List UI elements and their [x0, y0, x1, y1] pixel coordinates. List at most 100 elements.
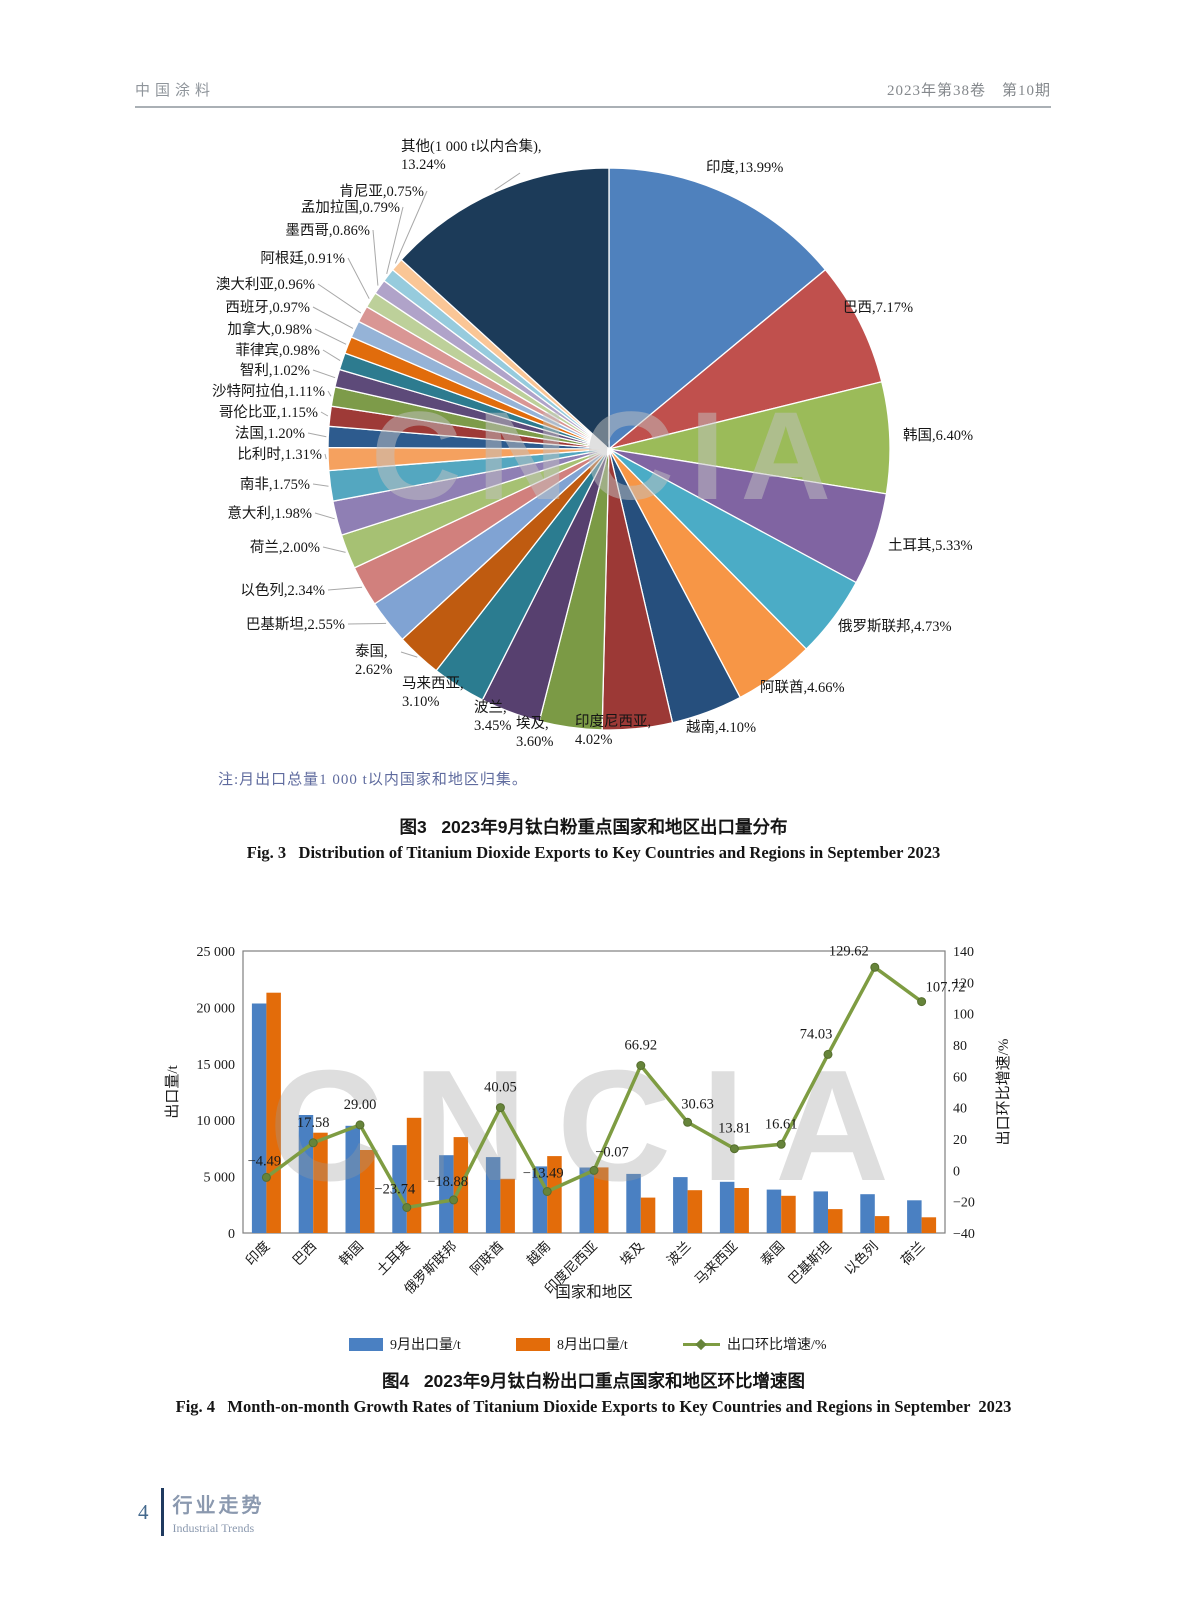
line-value-label: 17.58: [297, 1115, 330, 1131]
watermark-text: CNCIA: [371, 387, 847, 526]
footer-section-en: Industrial Trends: [172, 1520, 255, 1535]
line-marker-13: [870, 962, 880, 972]
legend-label-august: 8月出口量/t: [557, 1337, 628, 1353]
line-value-label: 129.62: [829, 943, 869, 959]
bar-september-4: [439, 1155, 454, 1233]
x-axis-label-13: 以色列: [841, 1238, 881, 1278]
pie-label: 埃及, 3.60%: [516, 715, 553, 750]
pie-label: 印度尼西亚, 4.02%: [575, 713, 651, 748]
y-axis-right-tick: 120: [953, 976, 974, 991]
line-marker-5: [495, 1103, 505, 1113]
pie-leader-lines: [307, 172, 521, 658]
line-marker-9: [683, 1117, 693, 1127]
journal-name: 中国涂料: [135, 83, 216, 99]
x-axis-label-0: 印度: [243, 1239, 273, 1269]
legend-swatch-august: [516, 1338, 550, 1351]
line-marker-2: [355, 1120, 365, 1130]
y-axis-right-tick: −20: [953, 1196, 975, 1211]
pie-label: 土耳其,5.33%: [888, 537, 973, 554]
x-axis-label-8: 埃及: [617, 1238, 647, 1268]
line-value-label: −18.88: [427, 1174, 468, 1190]
line-value-label: −0.07: [595, 1144, 629, 1160]
pie-label: 韩国,6.40%: [903, 427, 973, 444]
bar-august-5: [500, 1178, 515, 1233]
bar-september-3: [392, 1145, 407, 1233]
pie-label: 智利,1.02%: [240, 362, 310, 379]
legend-label-growth: 出口环比增速/%: [727, 1337, 827, 1353]
pie-label: 巴西,7.17%: [843, 300, 913, 316]
watermark-text: CNCIA: [269, 1038, 919, 1214]
fig3-caption-cn: 图3 2023年9月钛白粉重点国家和地区出口量分布: [399, 817, 788, 837]
line-value-label: 74.03: [800, 1026, 833, 1042]
line-marker-0: [261, 1172, 271, 1182]
bar-august-12: [828, 1209, 843, 1233]
y-axis-right-tick: 20: [953, 1133, 967, 1148]
pie-label: 澳大利亚,0.96%: [216, 276, 315, 293]
x-axis-label-9: 波兰: [664, 1239, 694, 1269]
bar-september-5: [485, 1157, 501, 1233]
line-marker-10: [729, 1144, 739, 1154]
pie-label: 南非,1.75%: [240, 476, 310, 493]
y-axis-left-tick: 20 000: [197, 1001, 236, 1016]
line-value-labels: −4.49 17.58 29.00 −23.74 −18.88 40.05 −13.49 −0…: [248, 943, 966, 1197]
y-axis-right-tick: 80: [953, 1039, 967, 1054]
y-axis-left-title: 出口量/t: [164, 1065, 181, 1119]
bars: [251, 992, 937, 1233]
line-value-label: −4.49: [248, 1153, 282, 1169]
y-axis-right-tick: 140: [953, 945, 974, 960]
bar-august-2: [360, 1150, 375, 1233]
pie-label: 墨西哥,0.86%: [285, 223, 370, 239]
bar-august-13: [874, 1216, 890, 1233]
bar-august-10: [734, 1188, 749, 1233]
bar-september-10: [719, 1181, 735, 1233]
y-axis-right-tick: 40: [953, 1102, 967, 1117]
bar-august-1: [313, 1132, 328, 1233]
bar-august-8: [640, 1197, 656, 1233]
pie-label: 肯尼亚,0.75%: [339, 183, 424, 200]
pie-label: 巴基斯坦,2.55%: [246, 616, 345, 633]
line-value-label: 29.00: [344, 1097, 377, 1113]
line-marker-7: [589, 1165, 599, 1175]
pie-label: 泰国, 2.62%: [355, 643, 392, 678]
footer-section-cn: 行业走势: [172, 1494, 265, 1517]
line-value-label: 66.92: [624, 1038, 657, 1054]
line-value-label: −13.49: [523, 1166, 564, 1182]
fig3-caption-en: Fig. 3 Distribution of Titanium Dioxide …: [246, 843, 941, 862]
x-axis-label-6: 越南: [524, 1239, 554, 1269]
fig4-caption-en: Fig. 4 Month-on-month Growth Rates of Ti…: [175, 1397, 1012, 1416]
line-marker-11: [776, 1139, 786, 1149]
pie-label: 荷兰,2.00%: [250, 539, 320, 556]
x-axis-label-11: 泰国: [758, 1239, 788, 1269]
page-footer: 4 行业走势 Industrial Trends: [138, 1488, 265, 1536]
line-marker-1: [308, 1138, 318, 1148]
pie-slice-1: [608, 268, 883, 450]
line-marker-12: [823, 1049, 833, 1059]
fig3-pie-chart: CNCIA 印度,13.99% 巴西,7.17% 韩国,6.40% 土耳其,5.33% 俄…: [212, 138, 973, 750]
y-axis-left-tick: 10 000: [197, 1114, 236, 1129]
bar-august-14: [921, 1217, 937, 1233]
x-axis-label-5: 阿联酋: [467, 1238, 507, 1278]
pie-label: 阿联酋,4.66%: [760, 678, 845, 696]
bar-september-9: [673, 1177, 688, 1233]
pie-label: 其他(1 000 t以内合集), 13.24%: [401, 138, 542, 173]
pie-label: 阿根廷,0.91%: [260, 250, 345, 267]
line-marker-6: [542, 1187, 552, 1196]
line-value-label: 40.05: [484, 1080, 517, 1096]
fig4-combo-chart: 0 5 000 10 000 15 000 20 000 25 000 −40 −20 0 20 4…: [164, 943, 1012, 1353]
line-marker-4: [449, 1195, 459, 1205]
bar-september-8: [626, 1173, 641, 1233]
bar-september-11: [766, 1189, 782, 1233]
legend: 9月出口量/t 8月出口量/t 出口环比增速/%: [349, 1337, 827, 1353]
legend-marker-growth: [695, 1338, 707, 1351]
y-axis-right-tick: 0: [953, 1164, 960, 1179]
pie-labels: 印度,13.99% 巴西,7.17% 韩国,6.40% 土耳其,5.33% 俄罗斯联邦,…: [212, 138, 973, 750]
y-axis-left-tick: 25 000: [197, 945, 236, 960]
y-axis-left-tick: 5 000: [204, 1171, 236, 1186]
fig3-note: 注:月出口总量1 000 t以内国家和地区归集。: [218, 772, 528, 788]
pie-label: 沙特阿拉伯,1.11%: [212, 383, 325, 400]
pie-label: 印度,13.99%: [706, 159, 783, 176]
pie-slices: [327, 167, 891, 731]
pie-label: 以色列,2.34%: [240, 582, 325, 599]
page-number: 4: [138, 1499, 149, 1524]
line-value-label: 107.72: [926, 980, 966, 996]
